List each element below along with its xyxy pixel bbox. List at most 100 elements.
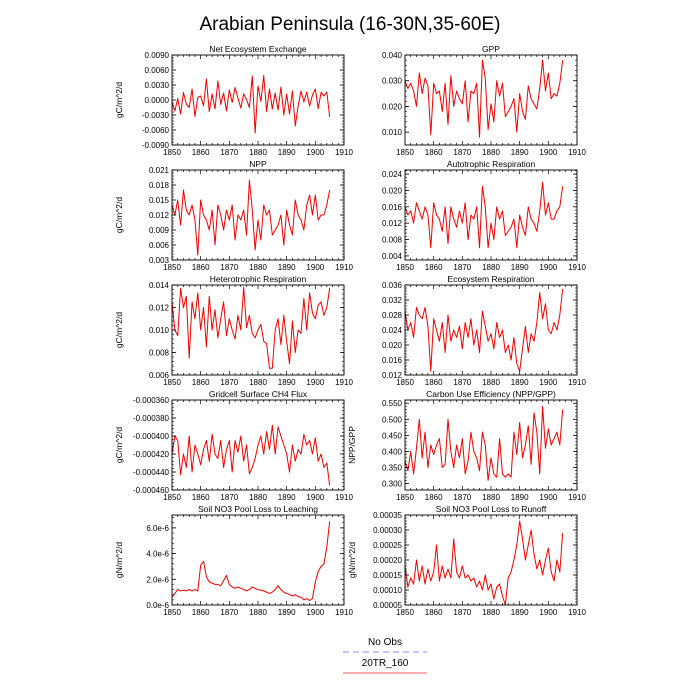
- x-tick-label: 1890: [278, 263, 296, 272]
- series-line-soil-no3-pool-loss-to-leaching: [171, 521, 331, 601]
- x-tick-label: 1870: [220, 608, 238, 617]
- x-tick-label: 1870: [220, 493, 238, 502]
- y-tick-label: 0.004: [382, 252, 403, 261]
- panel-title: Autotrophic Respiration: [447, 159, 536, 169]
- y-tick-label: 0.012: [149, 211, 170, 220]
- y-tick-label: 0.030: [382, 77, 403, 86]
- plot-frame: [404, 514, 578, 606]
- y-tick-label: 4.0e-6: [146, 550, 169, 559]
- y-tick-label: 0.00025: [373, 541, 402, 550]
- y-tick-label: 0.016: [382, 203, 403, 212]
- x-tick-label: 1890: [511, 378, 529, 387]
- x-tick-label: 1900: [539, 493, 557, 502]
- y-tick-label: 0.010: [382, 128, 403, 137]
- x-tick-label: 1900: [539, 148, 557, 157]
- panel-carbon-use-efficiency-npp-gpp: 1850 1860 1870 1880 1890 1900 1910 0.300 0.350 0.…: [347, 389, 586, 502]
- x-tick-label: 1890: [511, 608, 529, 617]
- y-tick-label: 0.008: [382, 236, 403, 245]
- y-tick-label: 2.0e-6: [146, 575, 169, 584]
- panel-npp: 1850 1860 1870 1880 1890 1900 1910 0.003 0.006 0.…: [114, 159, 353, 272]
- y-tick-label: 0.003: [149, 256, 170, 265]
- y-tick-label: -0.000420: [133, 450, 170, 459]
- y-tick-label: 0.020: [382, 102, 403, 111]
- y-tick-label: -0.0060: [142, 126, 170, 135]
- y-tick-label: 0.028: [382, 311, 403, 320]
- x-tick-label: 1860: [425, 493, 443, 502]
- y-axis-label: gC/m^2/d: [114, 312, 124, 348]
- x-tick-label: 1850: [163, 608, 181, 617]
- y-tick-label: 0.00035: [373, 511, 402, 520]
- x-tick-label: 1890: [511, 148, 529, 157]
- y-tick-label: 0.300: [382, 480, 403, 489]
- x-tick-label: 1880: [249, 608, 267, 617]
- x-tick-label: 1860: [425, 148, 443, 157]
- x-tick-label: 1860: [425, 378, 443, 387]
- y-tick-label: 0.040: [382, 51, 403, 60]
- y-tick-label: 0.012: [382, 219, 403, 228]
- panel-title: Net Ecosystem Exchange: [209, 44, 307, 54]
- y-tick-label: 0.010: [149, 326, 170, 335]
- series-line-npp: [171, 179, 331, 256]
- panel-heterotrophic-respiration: 1850 1860 1870 1880 1890 1900 1910 0.006 0.008 0.…: [114, 274, 353, 387]
- y-tick-label: 0.00010: [373, 586, 402, 595]
- panel-title: Soil NO3 Pool Loss to Leaching: [198, 504, 318, 514]
- x-tick-label: 1910: [335, 608, 353, 617]
- y-tick-label: 0.0030: [145, 81, 170, 90]
- x-tick-label: 1860: [192, 378, 210, 387]
- x-tick-label: 1850: [396, 263, 414, 272]
- y-tick-label: 0.020: [382, 341, 403, 350]
- x-tick-label: 1880: [482, 148, 500, 157]
- x-tick-label: 1860: [425, 263, 443, 272]
- x-tick-label: 1850: [163, 148, 181, 157]
- y-tick-label: 0.00030: [373, 526, 402, 535]
- panel-title: Gridcell Surface CH4 Flux: [209, 389, 308, 399]
- y-tick-label: 0.012: [149, 304, 170, 313]
- x-tick-label: 1890: [511, 493, 529, 502]
- x-tick-label: 1910: [335, 378, 353, 387]
- legend-label-20tr-160: 20TR_160: [362, 658, 409, 669]
- panel-gridcell-surface-ch4-flux: 1850 1860 1870 1880 1890 1900 1910 -0.000360 -0.…: [114, 389, 353, 502]
- x-tick-label: 1850: [396, 493, 414, 502]
- panel-title: NPP: [249, 159, 267, 169]
- x-tick-label: 1900: [306, 148, 324, 157]
- y-tick-label: 0.550: [382, 399, 403, 408]
- x-tick-label: 1890: [278, 608, 296, 617]
- y-tick-label: 0.020: [382, 186, 403, 195]
- x-tick-label: 1860: [192, 608, 210, 617]
- panel-gpp: 1850 1860 1870 1880 1890 1900 1910 0.010 0.020 0.…: [382, 44, 586, 157]
- panel-soil-no3-pool-loss-to-leaching: 1850 1860 1870 1880 1890 1900 1910 0.0e-6 2.0e-6…: [114, 504, 353, 617]
- y-tick-label: 0.036: [382, 281, 403, 290]
- series-line-gpp: [404, 59, 564, 138]
- panel-soil-no3-pool-loss-to-runoff: 1850 1860 1870 1880 1890 1900 1910 0.00005 0.000…: [347, 504, 586, 617]
- x-tick-label: 1850: [163, 263, 181, 272]
- y-axis-label: gC/m^2/d: [114, 427, 124, 463]
- panel-ecosystem-respiration: 1850 1860 1870 1880 1890 1900 1910 0.012 0.016 0.…: [382, 274, 586, 387]
- x-tick-label: 1850: [163, 378, 181, 387]
- x-tick-label: 1880: [249, 493, 267, 502]
- x-tick-label: 1910: [335, 148, 353, 157]
- x-tick-label: 1880: [249, 148, 267, 157]
- x-tick-label: 1900: [306, 493, 324, 502]
- series-line-net-ecosystem-exchange: [171, 75, 331, 134]
- y-axis-label: gN/m^2/d: [114, 542, 124, 578]
- x-tick-label: 1890: [278, 148, 296, 157]
- y-tick-label: 0.00005: [373, 601, 402, 610]
- x-tick-label: 1890: [278, 493, 296, 502]
- y-tick-label: 0.006: [149, 371, 170, 380]
- x-tick-label: 1900: [306, 378, 324, 387]
- legend: No Obs 20TR_160: [343, 637, 427, 674]
- x-tick-label: 1900: [306, 263, 324, 272]
- x-tick-label: 1860: [425, 608, 443, 617]
- x-tick-label: 1850: [396, 608, 414, 617]
- y-tick-label: -0.0090: [142, 141, 170, 150]
- y-tick-label: 0.00020: [373, 556, 402, 565]
- x-tick-label: 1870: [453, 263, 471, 272]
- panel-title: Soil NO3 Pool Loss to Runoff: [436, 504, 547, 514]
- y-tick-label: 0.014: [149, 281, 170, 290]
- x-tick-label: 1870: [453, 378, 471, 387]
- y-tick-label: 0.450: [382, 431, 403, 440]
- y-tick-label: -0.000460: [133, 486, 170, 495]
- x-tick-label: 1910: [335, 263, 353, 272]
- y-tick-label: 0.0000: [145, 96, 170, 105]
